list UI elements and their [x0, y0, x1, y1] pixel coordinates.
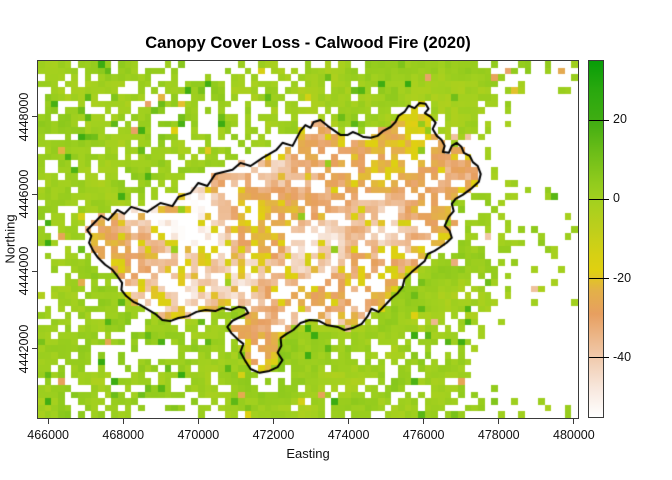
- x-tick-label: 470000: [177, 428, 220, 442]
- x-tick-label: 476000: [402, 428, 445, 442]
- x-tick-mark: [573, 419, 575, 424]
- legend-tick-label: 0: [613, 191, 620, 206]
- x-tick-label: 468000: [102, 428, 145, 442]
- legend-tick-mark: [589, 119, 609, 121]
- legend-tick-mark: [589, 198, 609, 200]
- legend-tick-mark: [589, 357, 609, 359]
- raster-map-canvas: [38, 61, 578, 418]
- y-tick-mark: [32, 270, 37, 272]
- y-tick-label: 4448000: [17, 92, 31, 142]
- x-tick-mark: [197, 419, 199, 424]
- x-tick-label: 480000: [553, 428, 595, 442]
- x-tick-mark: [272, 419, 274, 424]
- legend-tick-label: -40: [613, 349, 632, 364]
- legend-colorbar: [588, 60, 604, 418]
- legend-tick-mark: [589, 278, 609, 280]
- x-tick-mark: [498, 419, 500, 424]
- x-axis-label: Easting: [286, 446, 330, 461]
- y-tick-mark: [32, 193, 37, 195]
- y-tick-mark: [32, 116, 37, 118]
- x-tick-label: 478000: [477, 428, 520, 442]
- y-tick-mark: [32, 348, 37, 350]
- legend-tick-label: -20: [613, 270, 632, 285]
- chart-title: Canopy Cover Loss - Calwood Fire (2020): [145, 34, 471, 52]
- x-tick-label: 472000: [252, 428, 295, 442]
- y-tick-label: 4444000: [17, 246, 31, 296]
- y-tick-label: 4446000: [17, 169, 31, 219]
- y-axis-label: Northing: [2, 214, 18, 264]
- x-tick-mark: [47, 419, 49, 424]
- x-tick-mark: [348, 419, 350, 424]
- y-tick-label: 4442000: [17, 324, 31, 373]
- x-tick-label: 466000: [27, 428, 69, 442]
- legend-tick-label: 20: [613, 112, 627, 127]
- x-tick-label: 474000: [327, 428, 370, 442]
- plot-area: [37, 60, 579, 419]
- x-tick-mark: [423, 419, 425, 424]
- x-tick-mark: [122, 419, 124, 424]
